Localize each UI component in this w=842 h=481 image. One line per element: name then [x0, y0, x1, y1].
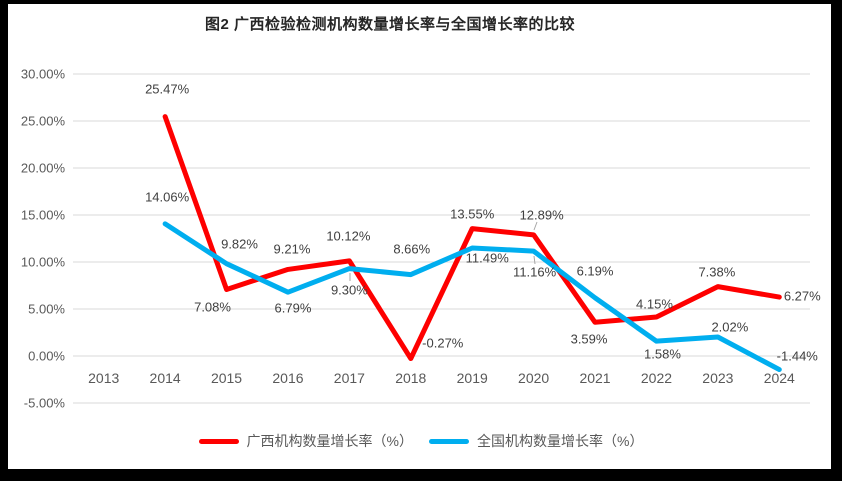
legend-swatch-blue-line-icon — [429, 438, 469, 444]
x-axis-tick-label: 2015 — [210, 370, 243, 386]
series-line-national — [162, 221, 782, 373]
x-axis-tick-label: 2018 — [395, 370, 427, 386]
legend-label-guangxi: 广西机构数量增长率（%） — [246, 433, 413, 449]
y-axis-tick-label: -5.00% — [23, 395, 65, 411]
y-axis: 30.00% 25.00% 20.00% 15.00% 10.00% 5.00% 0.00%… — [8, 0, 65, 481]
x-axis-tick-label: 2021 — [579, 370, 611, 386]
legend: 广西机构数量增长率（%） 全国机构数量增长率（%） — [0, 431, 842, 451]
x-axis: 2013 2014 2015 2016 2017 2018 2019 2020 2021 2022… — [0, 370, 842, 388]
x-axis-tick-label: 2017 — [333, 370, 365, 386]
legend-swatch-red-line-icon — [198, 438, 239, 444]
legend-item-guangxi: 广西机构数量增长率（%） — [198, 431, 413, 451]
series-line-guangxi — [162, 114, 782, 362]
label-leader-line — [533, 255, 536, 265]
y-axis-tick-label: 30.00% — [20, 66, 65, 82]
y-axis-tick-label: 5.00% — [28, 301, 65, 317]
x-axis-tick-label: 2014 — [149, 370, 181, 386]
y-axis-tick-label: 15.00% — [20, 207, 65, 223]
y-axis-tick-label: 0.00% — [28, 348, 65, 364]
label-leader-line — [533, 221, 538, 231]
legend-item-national: 全国机构数量增长率（%） — [429, 431, 643, 451]
y-axis-tick-label: 10.00% — [20, 254, 65, 270]
legend-label-national: 全国机构数量增长率（%） — [477, 433, 644, 449]
x-axis-tick-label: 2020 — [518, 370, 550, 386]
x-axis-tick-label: 2022 — [640, 370, 673, 386]
x-axis-tick-label: 2016 — [272, 370, 304, 386]
y-axis-tick-label: 20.00% — [20, 160, 65, 176]
x-axis-tick-label: 2024 — [763, 370, 795, 386]
x-axis-tick-label: 2013 — [88, 370, 120, 386]
chart-title: 图2 广西检验检测机构数量增长率与全国增长率的比较 — [204, 16, 575, 33]
chart-background — [8, 4, 831, 469]
y-axis-tick-label: 25.00% — [20, 113, 65, 129]
x-axis-tick-label: 2023 — [702, 370, 734, 386]
x-axis-tick-label: 2019 — [456, 370, 488, 386]
